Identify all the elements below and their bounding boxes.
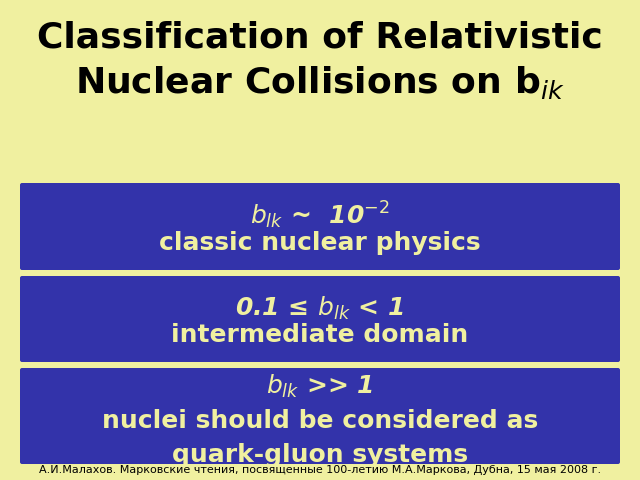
- Text: quark-gluon systems: quark-gluon systems: [172, 443, 468, 467]
- Text: $\mathit{b}_{lk}$ ~  10$^{-2}$: $\mathit{b}_{lk}$ ~ 10$^{-2}$: [250, 200, 390, 231]
- Text: $\mathit{b}_{lk}$ >> 1: $\mathit{b}_{lk}$ >> 1: [266, 373, 374, 400]
- Text: 0.1 ≤ $\mathit{b}_{lk}$ < 1: 0.1 ≤ $\mathit{b}_{lk}$ < 1: [236, 295, 404, 322]
- Text: nuclei should be considered as: nuclei should be considered as: [102, 408, 538, 432]
- FancyBboxPatch shape: [20, 276, 620, 362]
- Text: intermediate domain: intermediate domain: [172, 324, 468, 348]
- FancyBboxPatch shape: [20, 183, 620, 270]
- Text: classic nuclear physics: classic nuclear physics: [159, 231, 481, 255]
- Text: Classification of Relativistic
Nuclear Collisions on $\mathbf{b}_{ik}$: Classification of Relativistic Nuclear C…: [37, 20, 603, 101]
- FancyBboxPatch shape: [20, 368, 620, 464]
- Text: А.И.Малахов. Марковские чтения, посвященные 100-летию М.А.Маркова, Дубна, 15 мая: А.И.Малахов. Марковские чтения, посвящен…: [39, 465, 601, 475]
